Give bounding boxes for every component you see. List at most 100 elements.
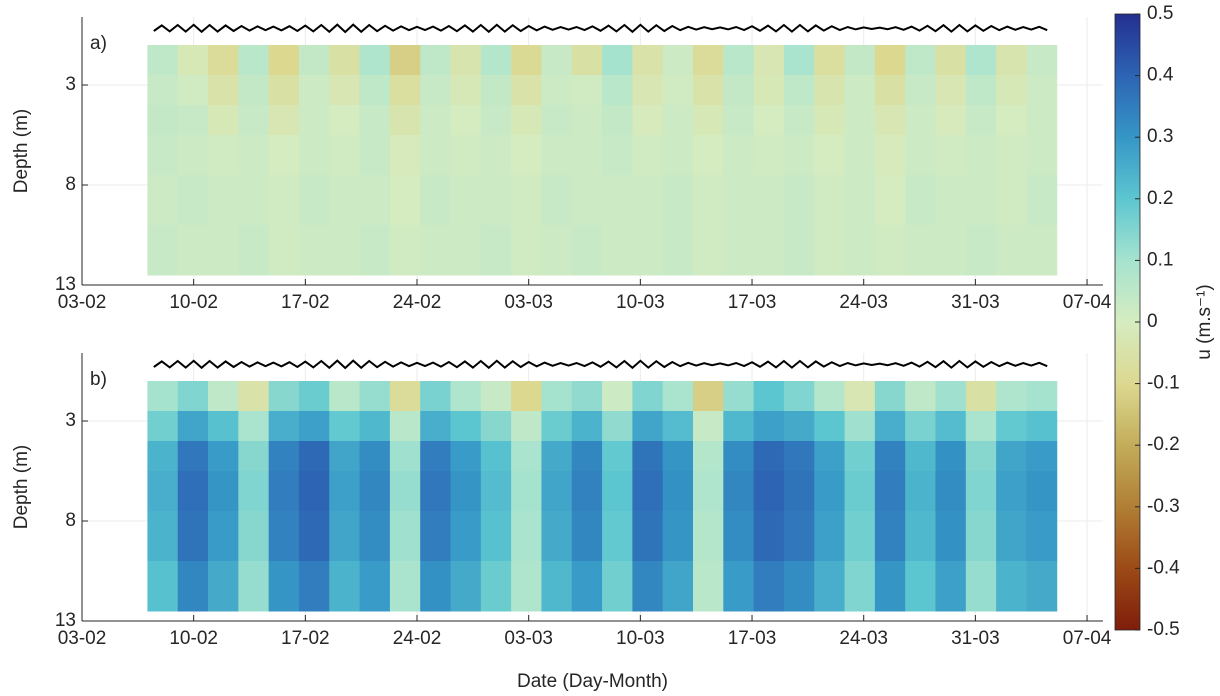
heat-cell <box>602 45 633 76</box>
heat-cell <box>935 411 967 442</box>
heat-cell <box>329 225 361 276</box>
heat-cell <box>905 45 936 76</box>
heat-cell <box>511 471 542 512</box>
heat-cell <box>238 471 270 512</box>
heat-cell <box>238 75 270 106</box>
heat-cell <box>208 511 239 562</box>
heat-cell <box>329 441 361 472</box>
heat-cell <box>905 135 936 176</box>
heat-cell <box>753 175 785 226</box>
heat-cell <box>238 105 270 136</box>
heat-cell <box>693 45 724 76</box>
heat-cell <box>935 105 967 136</box>
heat-cell <box>177 225 209 276</box>
heat-cell <box>541 135 573 176</box>
heat-cell <box>965 105 997 136</box>
heat-cell <box>329 105 361 136</box>
heat-cell <box>541 45 573 76</box>
x-tick-label: 10-02 <box>169 292 218 313</box>
heat-cell <box>268 441 300 472</box>
heat-cell <box>389 225 421 276</box>
y-tick-label: 8 <box>65 510 76 531</box>
heat-cell <box>965 511 997 562</box>
heat-cell <box>571 511 603 562</box>
heat-cell <box>359 381 391 412</box>
x-tick-label: 10-03 <box>616 628 665 649</box>
heat-cell <box>996 511 1027 562</box>
heat-cell <box>814 45 846 76</box>
heat-cell <box>874 471 906 512</box>
heat-cell <box>844 135 876 176</box>
heat-cell <box>693 471 724 512</box>
heat-cell <box>935 561 967 612</box>
heat-cell <box>783 511 815 562</box>
heat-cell <box>632 225 664 276</box>
heat-cell <box>268 511 300 562</box>
heat-cell <box>935 381 967 412</box>
heat-cell <box>905 105 936 136</box>
heat-cell <box>238 381 270 412</box>
heat-cell <box>571 45 603 76</box>
heat-cell <box>783 441 815 472</box>
heat-cell <box>147 511 179 562</box>
heat-cell <box>844 441 876 472</box>
heat-cell <box>450 381 482 412</box>
heat-cell <box>753 75 785 106</box>
heat-cell <box>905 471 936 512</box>
heat-cell <box>147 175 179 226</box>
heat-cell <box>814 561 846 612</box>
heat-cell <box>723 511 755 562</box>
heat-cell <box>480 175 512 226</box>
heat-cell <box>1026 511 1058 562</box>
colorbar-tick-label: 0.4 <box>1147 65 1174 86</box>
heat-cell <box>541 561 573 612</box>
heat-cell <box>783 471 815 512</box>
heat-cell <box>177 381 209 412</box>
heat-cell <box>571 75 603 106</box>
heat-cell <box>996 45 1027 76</box>
heat-cell <box>693 411 724 442</box>
heat-cell <box>511 511 542 562</box>
x-tick-label: 17-02 <box>281 292 330 313</box>
y-axis-label: Depth (m) <box>11 109 32 193</box>
heat-cell <box>450 511 482 562</box>
heat-cell <box>511 381 542 412</box>
heat-cell <box>511 411 542 442</box>
heat-cell <box>571 135 603 176</box>
x-tick-label: 03-03 <box>504 292 553 313</box>
colorbar-label: u (m.s⁻¹) <box>1194 284 1215 359</box>
panel-label: a) <box>90 33 107 54</box>
heat-cell <box>905 411 936 442</box>
heat-cell <box>298 135 330 176</box>
heat-cell <box>177 411 209 442</box>
heat-cell <box>632 441 664 472</box>
heat-cell <box>238 135 270 176</box>
heat-cell <box>268 105 300 136</box>
heat-cell <box>965 411 997 442</box>
y-tick-label: 3 <box>65 74 76 95</box>
y-tick-label: 13 <box>55 610 76 631</box>
heat-cell <box>450 441 482 472</box>
heat-cell <box>874 411 906 442</box>
heat-cell <box>389 175 421 226</box>
heat-cell <box>298 225 330 276</box>
heat-cell <box>420 441 452 472</box>
heat-cell <box>753 381 785 412</box>
heat-cell <box>723 135 755 176</box>
heat-cell <box>874 175 906 226</box>
heat-cell <box>1026 45 1058 76</box>
heat-cell <box>329 381 361 412</box>
heat-cell <box>996 471 1027 512</box>
heat-cell <box>662 175 694 226</box>
heat-cell <box>662 105 694 136</box>
heat-cell <box>480 75 512 106</box>
heat-cell <box>693 561 724 612</box>
heat-cell <box>662 561 694 612</box>
x-tick-label: 03-02 <box>58 292 107 313</box>
heat-cell <box>389 471 421 512</box>
tide-line <box>153 359 1048 370</box>
heat-cell <box>208 45 239 76</box>
heat-cell <box>844 225 876 276</box>
heat-cell <box>480 471 512 512</box>
colorbar-tick-label: -0.5 <box>1147 619 1180 640</box>
